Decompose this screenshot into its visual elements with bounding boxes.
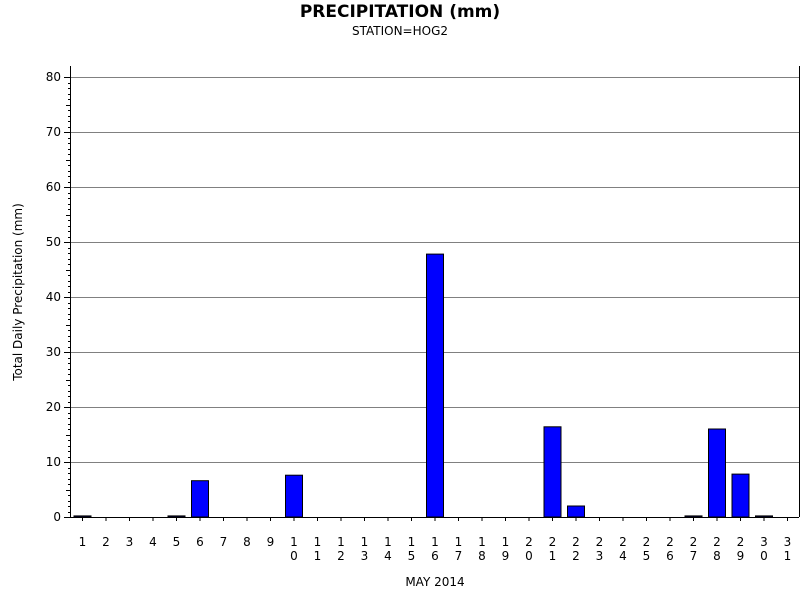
x-tick-label-5: 5 xyxy=(173,535,181,549)
bar-day-27 xyxy=(684,515,703,518)
bar-day-6 xyxy=(191,480,209,518)
bar-day-5 xyxy=(167,515,186,518)
chart-title: PRECIPITATION (mm) xyxy=(300,2,500,22)
y-tick-labels: 0 10 20 30 40 50 60 70 80 xyxy=(46,70,61,524)
x-tick-label-4: 4 xyxy=(149,535,157,549)
bar-day-29 xyxy=(731,473,750,518)
x-tick-label-7: 7 xyxy=(220,535,228,549)
x-axis-label: MAY 2014 xyxy=(405,575,464,589)
y-tick-label-40: 40 xyxy=(46,290,61,304)
chart-subtitle: STATION=HOG2 xyxy=(352,24,448,38)
y-tick-label-10: 10 xyxy=(46,455,61,469)
bar-day-30 xyxy=(755,515,773,518)
y-tick-label-30: 30 xyxy=(46,345,61,359)
x-tick-label-6: 6 xyxy=(196,535,204,549)
bar-day-28 xyxy=(708,428,726,518)
x-tick-label-9: 9 xyxy=(267,535,275,549)
y-tick-label-70: 70 xyxy=(46,125,61,139)
bar-day-21 xyxy=(543,426,562,518)
x-tick-labels: 1 2 3 4 5 6 7 8 9 1 01 11 21 31 41 51 61 71 81 92 02 12 22 32 42… xyxy=(79,535,792,563)
x-tick-label-2: 2 xyxy=(102,535,110,549)
bar-day-10 xyxy=(285,474,303,518)
bars xyxy=(73,253,773,518)
y-tick-label-60: 60 xyxy=(46,180,61,194)
y-tick-label-0: 0 xyxy=(53,510,61,524)
y-axis-label: Total Daily Precipitation (mm) xyxy=(11,203,25,382)
x-tick-label-8: 8 xyxy=(243,535,251,549)
bar-day-16 xyxy=(426,253,444,518)
y-tick-label-20: 20 xyxy=(46,400,61,414)
x-tick-label-1: 1 xyxy=(79,535,87,549)
bar-day-1 xyxy=(73,515,92,518)
y-tick-label-50: 50 xyxy=(46,235,61,249)
x-tick-label-3: 3 xyxy=(126,535,134,549)
bar-day-22 xyxy=(567,505,585,518)
y-tick-label-80: 80 xyxy=(46,70,61,84)
